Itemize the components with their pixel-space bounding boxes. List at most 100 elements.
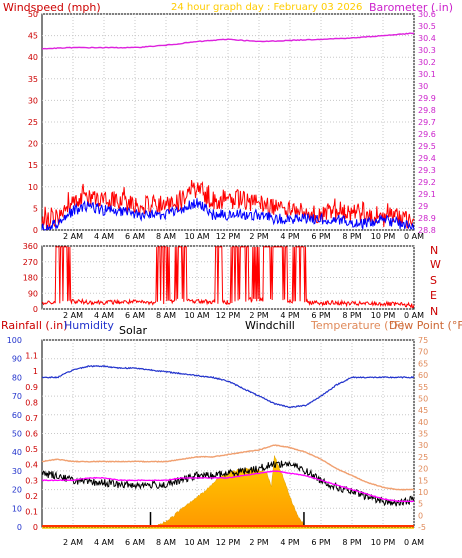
windspeed-tick: 25 [28,118,38,127]
p1-xtick-11: 10 PM [371,232,396,241]
p1-xtick-12: 0 AM [404,232,424,241]
compass-label-s: S [430,274,437,287]
humidity-tick: 60 [12,411,22,420]
direction-tick: 270 [23,258,38,267]
barometer-tick: 29.9 [418,94,436,103]
barometer-tick: 30.2 [418,58,436,67]
temperature-tick: 40 [418,418,428,427]
panel3-series [41,364,415,529]
p3-xtick-7: 2 PM [249,538,268,547]
rainfall-tick: 0.2 [25,492,38,501]
p2-xtick-8: 4 PM [280,311,299,320]
barometer-tick: 29.7 [418,118,436,127]
p2-xtick-6: 12 PM [216,311,241,320]
temperature-tick: 0 [418,511,423,520]
temperature-tick: 5 [418,500,423,509]
humidity-tick: 50 [12,430,22,439]
p1-xtick-8: 4 PM [280,232,299,241]
rainfall-tick: 1.1 [25,352,38,361]
p1-xtick-5: 10 AM [184,232,209,241]
panel1-right-axis-labels: 28.8 28.9 29 29.1 29.2 29.3 29.4 29.5 29.6 29.7 29… [418,10,436,235]
panel3-x-tick-labels: 2 AM 4 AM 6 AM 8 AM 10 AM 12 PM 2 PM 4 PM 6 PM 8 … [63,538,424,547]
solar-legend-label: Solar [119,324,148,337]
barometer-series [41,32,415,50]
p3-xtick-3: 6 AM [125,538,145,547]
windspeed-tick: 10 [28,183,38,192]
p1-xtick-2: 4 AM [94,232,114,241]
rainfall-axis-title: Rainfall (.in) [1,319,68,332]
windspeed-axis-title: Windspeed (mph) [3,1,101,14]
barometer-tick: 30.3 [418,46,436,55]
temperature-series [41,444,415,491]
p3-xtick-2: 4 AM [94,538,114,547]
windspeed-tick: 20 [28,140,38,149]
p2-xtick-3: 6 AM [125,311,145,320]
direction-tick: 90 [28,289,38,298]
panel2-x-tick-labels: 2 AM 4 AM 6 AM 8 AM 10 AM 12 PM 2 PM 4 PM 6 PM 8 … [63,311,424,320]
humidity-tick: 40 [12,448,22,457]
humidity-tick: 10 [12,504,22,513]
wind-average-series [41,198,415,231]
dewpoint-legend-label: Dew Point (°F) [389,319,462,332]
graph-title: 24 hour graph day : February 03 2026 [171,2,362,13]
rainfall-tick: 0.8 [25,398,38,407]
temperature-tick: 65 [418,359,428,368]
temperature-tick: 25 [418,453,428,462]
barometer-tick: 30.5 [418,22,436,31]
p2-xtick-11: 10 PM [371,311,396,320]
barometer-axis-title: Barometer (.in) [369,1,453,14]
p3-xtick-9: 6 PM [311,538,330,547]
barometer-tick: 29.5 [418,142,436,151]
temperature-tick: 50 [418,394,428,403]
barometer-tick: 30 [418,82,428,91]
humidity-tick: 20 [12,486,22,495]
temperature-tick: 70 [418,348,428,357]
barometer-tick: 29.6 [418,130,436,139]
temperature-tick: 15 [418,476,428,485]
p2-xtick-5: 10 AM [184,311,209,320]
p3-xtick-11: 10 PM [371,538,396,547]
direction-tick: 180 [23,274,38,283]
barometer-tick: 29.2 [418,178,436,187]
compass-label-n: N [430,305,438,318]
barometer-tick: 28.9 [418,214,436,223]
humidity-axis-labels: 0 10 20 30 40 50 60 70 80 90 100 [7,336,22,532]
humidity-tick: 80 [12,373,22,382]
direction-tick: 360 [23,242,38,251]
temperature-tick: 55 [418,383,428,392]
p3-xtick-6: 12 PM [216,538,241,547]
panel1-series [41,32,415,231]
temperature-tick: 45 [418,406,428,415]
windspeed-tick: 0 [33,226,38,235]
windchill-legend-label: Windchill [245,319,295,332]
p2-xtick-9: 6 PM [311,311,330,320]
p3-xtick-4: 8 AM [156,538,176,547]
barometer-tick: 28.8 [418,226,436,235]
p1-xtick-9: 6 PM [311,232,330,241]
rainfall-tick: 0.1 [25,507,38,516]
direction-tick: 0 [33,305,38,314]
panel2-left-axis-labels: 0 90 180 270 360 [23,242,38,314]
p1-xtick-3: 6 AM [125,232,145,241]
barometer-tick: 29.3 [418,166,436,175]
windspeed-tick: 5 [33,204,38,213]
windspeed-tick: 40 [28,53,38,62]
temperature-legend-label: Temperature (°F) [310,319,405,332]
p2-xtick-2: 4 AM [94,311,114,320]
p3-xtick-12: 0 AM [404,538,424,547]
temperature-tick: 10 [418,488,428,497]
panel1-x-tick-labels: 2 AM 4 AM 6 AM 8 AM 10 AM 12 PM 2 PM 4 PM 6 PM 8 … [63,232,424,241]
rainfall-tick: 0.3 [25,476,38,485]
p1-xtick-10: 8 PM [342,232,361,241]
compass-label-n: N [430,244,438,257]
windspeed-tick: 35 [28,75,38,84]
humidity-tick: 70 [12,392,22,401]
p3-xtick-8: 4 PM [280,538,299,547]
barometer-tick: 30.6 [418,10,436,19]
panel2-series [41,246,415,309]
